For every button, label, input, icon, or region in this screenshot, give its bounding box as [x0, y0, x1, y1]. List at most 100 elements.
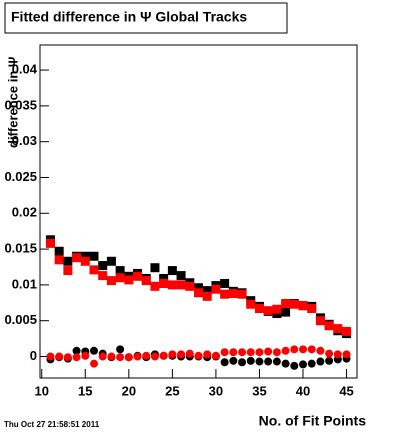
x-tick-label: 10 [35, 383, 49, 398]
point [281, 299, 291, 309]
point [211, 284, 221, 294]
point [246, 356, 255, 365]
chart-title: Fitted difference in Ψ Global Tracks [11, 9, 247, 25]
point [142, 351, 151, 360]
point [228, 288, 238, 298]
point [159, 351, 168, 360]
point [220, 278, 230, 288]
point [316, 346, 325, 355]
point [202, 286, 212, 296]
point [98, 352, 107, 361]
point [63, 353, 72, 362]
point [325, 349, 334, 358]
point [229, 356, 238, 365]
title-box [4, 2, 288, 34]
x-tick-label: 20 [122, 383, 136, 398]
x-tick-label: 15 [78, 383, 92, 398]
y-tick-label: 0.03 [12, 133, 37, 148]
point [124, 275, 134, 285]
point [281, 307, 291, 317]
point [177, 350, 186, 359]
point [272, 304, 282, 314]
point [289, 299, 299, 309]
point [255, 348, 264, 357]
plot-frame [39, 44, 358, 379]
y-tick-label: 0 [30, 348, 37, 363]
point [176, 280, 186, 290]
point [45, 238, 55, 248]
point [333, 350, 342, 359]
point [202, 291, 212, 301]
point [220, 289, 230, 299]
point [106, 256, 116, 266]
y-tick-label: 0.015 [4, 241, 37, 256]
point [106, 276, 116, 286]
point [325, 356, 334, 365]
point [133, 352, 142, 361]
x-tick-label: 35 [252, 383, 266, 398]
point [246, 348, 255, 357]
point [220, 348, 229, 357]
point [237, 289, 247, 299]
point [150, 281, 160, 291]
point [324, 321, 334, 331]
point [315, 316, 325, 326]
point [167, 266, 177, 276]
point [54, 246, 64, 256]
point [141, 276, 151, 286]
point [89, 346, 98, 355]
x-tick-label: 30 [209, 383, 223, 398]
x-tick-label: 25 [165, 383, 179, 398]
point [229, 348, 238, 357]
point [54, 255, 64, 265]
point [220, 358, 229, 367]
point [72, 353, 81, 362]
point [168, 350, 177, 359]
point [133, 271, 143, 281]
point [211, 351, 220, 360]
point [98, 261, 108, 271]
y-tick-label: 0.04 [12, 62, 38, 77]
y-tick-label: 0.035 [4, 97, 37, 112]
point [115, 266, 125, 276]
point [116, 353, 125, 362]
point [46, 352, 55, 361]
point [89, 251, 99, 261]
point [167, 280, 177, 290]
x-tick-label: 40 [296, 383, 310, 398]
point [63, 266, 73, 276]
point [98, 271, 108, 281]
y-tick-label: 0.005 [4, 312, 37, 327]
y-axis-label: difference in Ψ [5, 57, 20, 148]
point [299, 345, 308, 354]
point [115, 273, 125, 283]
point [150, 263, 160, 273]
point [150, 352, 159, 361]
y-tick-label: 0.01 [12, 276, 37, 291]
point [246, 299, 256, 309]
point [89, 359, 98, 368]
point [281, 359, 290, 368]
x-tick-label: 45 [339, 383, 353, 398]
point [194, 288, 203, 298]
timestamp: Thu Oct 27 21:58:51 2011 [4, 420, 100, 429]
point [299, 360, 308, 369]
point [333, 324, 343, 334]
y-tick-label: 0.025 [4, 169, 37, 184]
point [89, 265, 99, 275]
point [290, 361, 299, 370]
point [176, 271, 186, 281]
point [342, 350, 351, 359]
point [124, 353, 133, 362]
point [185, 281, 195, 291]
point [72, 253, 82, 263]
point [264, 347, 273, 356]
point [80, 256, 90, 266]
point [194, 283, 203, 293]
point [254, 304, 264, 314]
point [203, 350, 212, 359]
point [307, 304, 317, 314]
point [307, 345, 316, 354]
point [316, 357, 325, 366]
